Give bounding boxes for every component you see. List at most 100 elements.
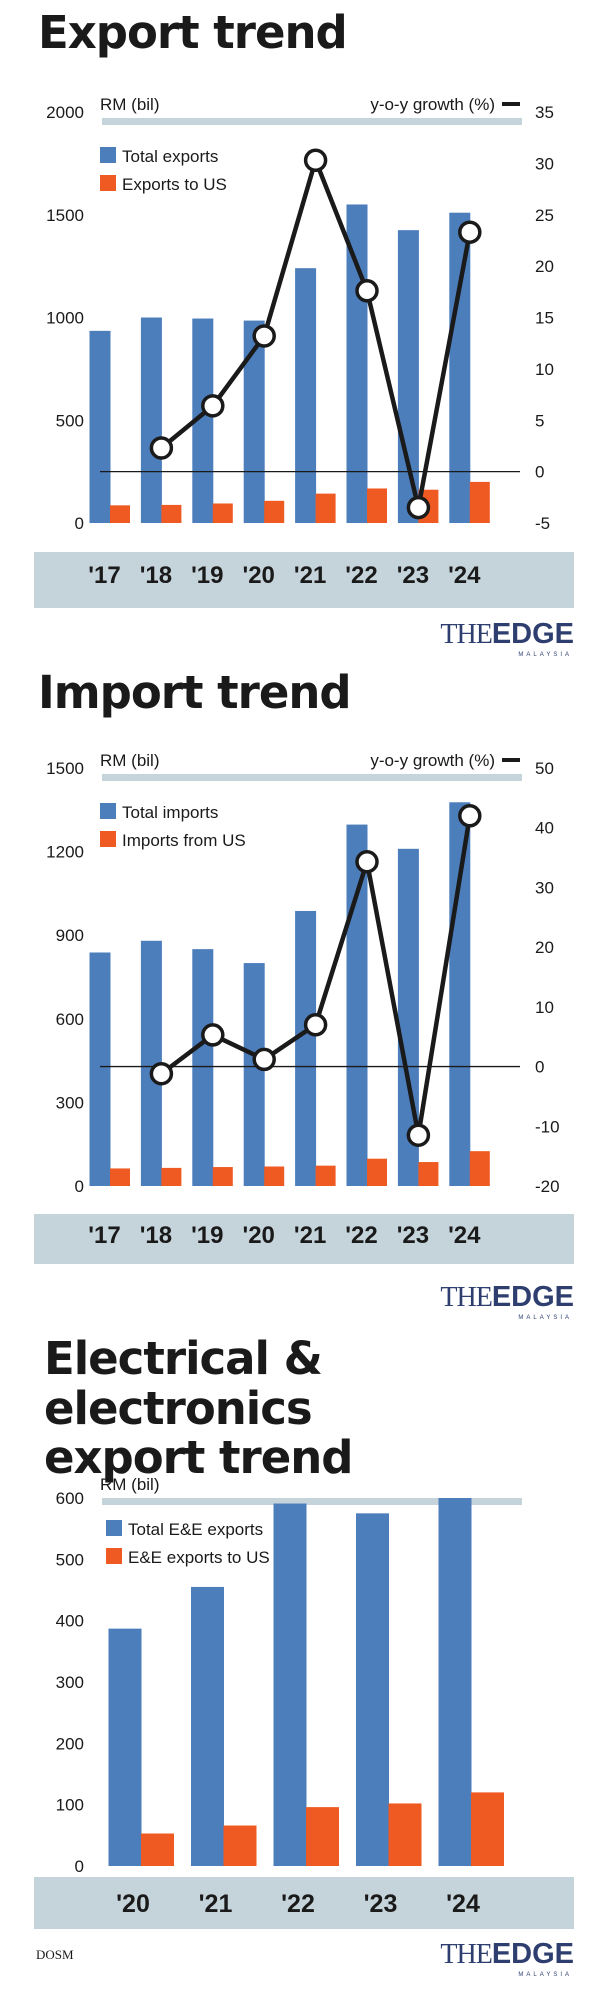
y2-ticks: -20 -10 0 10 20 30 40 50: [535, 759, 560, 1196]
bar-total: [140, 317, 162, 523]
bar-total: [273, 1503, 307, 1866]
y2-tick-label: -10: [535, 1117, 560, 1136]
y2-tick-label: 30: [535, 154, 554, 173]
growth-point: [201, 1023, 225, 1047]
ee-title-line-1: Electrical & electronics: [44, 1332, 323, 1435]
x-tick-label: '19: [191, 562, 223, 589]
bar-us: [110, 505, 130, 523]
ee-title-line-2: export trend: [44, 1431, 354, 1484]
brand-logo: THEEDGE MALAYSIA: [440, 1281, 574, 1322]
x-tick-label: '22: [345, 1222, 377, 1249]
legend-imports-from-us: Imports from US: [122, 831, 246, 850]
growth-line: [149, 804, 482, 1147]
y-tick-label: 500: [56, 1550, 84, 1569]
growth-point: [458, 804, 482, 828]
y-ticks: 0 500 1000 1500 2000: [46, 103, 84, 533]
ee-export-trend-title: Electrical & electronics export trend: [44, 1334, 600, 1483]
y2-tick-label: 0: [535, 463, 544, 482]
y2-tick-label: 25: [535, 206, 554, 225]
bar-us: [388, 1803, 422, 1866]
y-tick-label: 0: [75, 1857, 84, 1876]
legend-swatch-total-ee-exports: [106, 1520, 122, 1536]
y-axis-label: RM (bil): [100, 751, 160, 770]
bar-total: [140, 940, 162, 1186]
brand-sub: MALAYSIA: [518, 652, 572, 658]
growth-point: [406, 1123, 431, 1147]
x-tick-label: '17: [88, 1222, 120, 1249]
header-rule: [102, 1498, 522, 1505]
x-tick-label: '18: [140, 1222, 172, 1249]
y-tick-label: 1200: [46, 843, 84, 862]
growth-point: [252, 324, 276, 348]
bar-us: [469, 1151, 490, 1186]
y2-tick-label: 35: [535, 103, 554, 122]
bar-total: [243, 963, 265, 1186]
bar-total: [449, 802, 471, 1186]
y2-tick-label: -20: [535, 1177, 560, 1196]
y-tick-label: 500: [56, 411, 84, 430]
legend-swatch-exports-to-us: [100, 175, 116, 191]
y-tick-label: 1000: [46, 309, 84, 328]
y-tick-label: 600: [56, 1010, 84, 1029]
bar-us: [418, 1162, 439, 1186]
bar-us: [306, 1807, 339, 1866]
bar-total: [89, 330, 111, 523]
y-tick-label: 0: [75, 1177, 84, 1196]
y-axis-label: RM (bil): [100, 1475, 160, 1494]
bar-total: [192, 949, 214, 1186]
bar-us: [367, 488, 387, 523]
brand-logo: THEEDGE MALAYSIA: [440, 618, 574, 659]
bar-total: [449, 212, 471, 523]
x-tick-label: '23: [397, 1222, 429, 1249]
bar-total: [243, 320, 265, 523]
y2-tick-label: 5: [535, 411, 544, 430]
x-axis-band: [34, 1214, 574, 1264]
growth-point: [406, 495, 431, 520]
y-tick-label: 200: [56, 1734, 84, 1753]
legend-total-imports: Total imports: [122, 803, 218, 822]
x-tick-label: '19: [191, 1222, 223, 1249]
growth-point: [303, 148, 328, 173]
header-rule: [102, 118, 522, 125]
brand-name: THEEDGE: [440, 618, 574, 650]
bar-total: [108, 1628, 142, 1866]
bar-us: [161, 1167, 182, 1186]
legend-total-ee-exports: Total E&E exports: [128, 1520, 263, 1539]
bar-us: [264, 500, 285, 523]
export-trend-title: Export trend: [38, 6, 348, 59]
y2-axis-label: y-o-y growth (%): [370, 751, 495, 770]
growth-point: [252, 1047, 276, 1072]
growth-point: [355, 279, 379, 303]
y2-tick-label: 20: [535, 938, 554, 957]
header-rule: [102, 774, 522, 781]
brand-name: THEEDGE: [440, 1281, 574, 1313]
bar-us: [110, 1168, 130, 1186]
y2-tick-label: 30: [535, 878, 554, 897]
y2-tick-label: 20: [535, 257, 554, 276]
y-tick-label: 0: [75, 514, 84, 533]
y-tick-label: 300: [56, 1093, 84, 1112]
brand-sub: MALAYSIA: [518, 1972, 572, 1978]
bar-total: [438, 1498, 472, 1866]
bar-us: [141, 1833, 174, 1866]
bars: [108, 1498, 504, 1866]
growth-point: [458, 220, 482, 244]
y2-tick-label: 10: [535, 360, 554, 379]
y2-ticks: -5 0 5 10 15 20 25 30 35: [535, 103, 554, 533]
x-tick-label: '22: [345, 562, 377, 589]
bar-us: [264, 1166, 285, 1186]
y-tick-label: 900: [56, 926, 84, 945]
legend-ee-exports-to-us: E&E exports to US: [128, 1548, 270, 1567]
y2-tick-label: -5: [535, 514, 550, 533]
growth-point: [355, 850, 379, 874]
x-axis-band: [34, 1877, 574, 1929]
legend-total-exports: Total exports: [122, 147, 218, 166]
y-tick-label: 100: [56, 1796, 84, 1815]
brand-name: THEEDGE: [440, 1938, 574, 1970]
legend-swatch-total-imports: [100, 803, 116, 819]
growth-line: [149, 148, 482, 520]
y2-tick-label: 50: [535, 759, 554, 778]
x-tick-labels: '17 '18 '19 '20 '21 '22 '23 '24: [88, 562, 481, 589]
x-tick-label: '20: [242, 1222, 274, 1249]
